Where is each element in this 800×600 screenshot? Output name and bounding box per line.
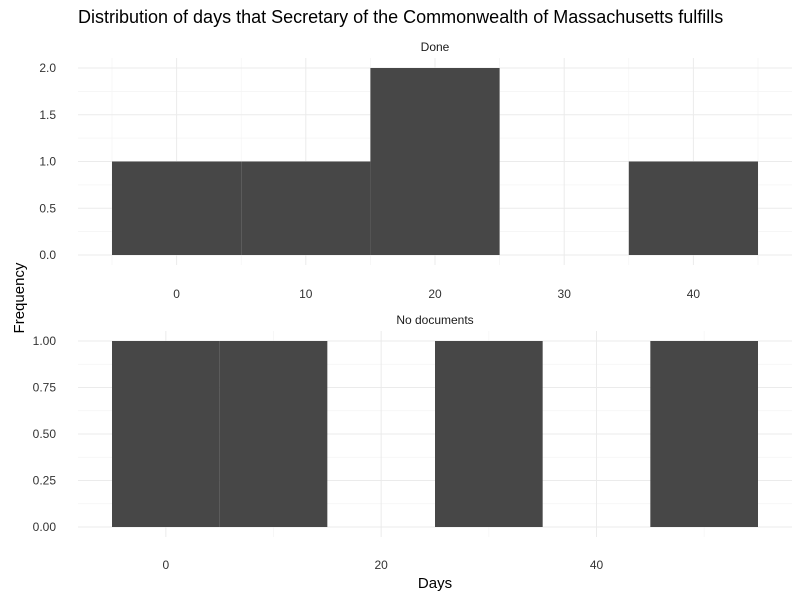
- facet-panel: Done 0.0 0.5 1.0 1.5 2.0 0 10 20 30 40: [39, 40, 792, 301]
- y-tick-label: 1.5: [39, 108, 56, 122]
- y-tick-label: 0.00: [33, 520, 57, 534]
- y-tick-label: 0.75: [33, 381, 57, 395]
- histogram-bar: [628, 161, 758, 255]
- y-axis-title: Frequency: [11, 262, 28, 333]
- histogram-bar: [112, 341, 220, 527]
- x-tick-label: 30: [558, 287, 572, 301]
- y-tick-label: 0.50: [33, 427, 57, 441]
- y-tick-label: 0.25: [33, 474, 57, 488]
- histogram-bar: [112, 161, 242, 255]
- histogram-bar: [241, 161, 371, 255]
- y-tick-label: 0.0: [39, 248, 56, 262]
- facet-strip-label: No documents: [396, 313, 473, 327]
- x-tick-label: 0: [173, 287, 180, 301]
- x-tick-label: 20: [374, 558, 388, 572]
- x-tick-label: 0: [162, 558, 169, 572]
- y-tick-label: 1.00: [33, 334, 57, 348]
- facet-panel: No documents 0.00 0.25 0.50 0.75 1.00 0 20 40: [33, 313, 792, 572]
- chart-title: Distribution of days that Secretary of t…: [78, 7, 723, 27]
- y-tick-label: 2.0: [39, 61, 56, 75]
- x-tick-label: 10: [299, 287, 313, 301]
- x-tick-label: 40: [687, 287, 701, 301]
- y-tick-label: 0.5: [39, 201, 56, 215]
- histogram-bar: [650, 341, 758, 527]
- histogram-bar: [219, 341, 328, 527]
- y-tick-label: 1.0: [39, 155, 56, 169]
- facet-strip-label: Done: [421, 40, 450, 54]
- x-tick-label: 40: [590, 558, 604, 572]
- x-tick-label: 20: [428, 287, 442, 301]
- x-axis-title: Days: [418, 575, 452, 592]
- histogram-bar: [370, 68, 500, 255]
- histogram-bar: [435, 341, 543, 527]
